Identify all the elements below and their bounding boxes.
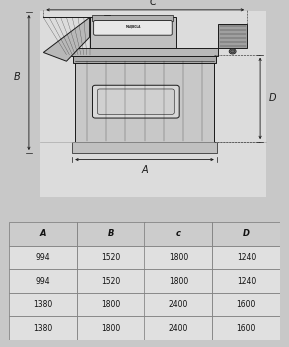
Bar xyxy=(144,222,212,246)
Text: 2400: 2400 xyxy=(169,300,188,309)
Text: D: D xyxy=(243,229,250,238)
Polygon shape xyxy=(43,17,90,61)
Text: C: C xyxy=(150,0,157,7)
Text: A: A xyxy=(39,229,46,238)
Text: 1240: 1240 xyxy=(237,277,256,286)
Bar xyxy=(77,222,144,246)
Text: 1380: 1380 xyxy=(33,300,52,309)
Bar xyxy=(212,269,280,293)
Bar xyxy=(9,293,77,316)
Bar xyxy=(144,269,212,293)
Text: 994: 994 xyxy=(35,253,50,262)
Bar xyxy=(9,316,77,340)
Circle shape xyxy=(229,49,236,54)
Bar xyxy=(212,293,280,316)
Bar xyxy=(90,17,176,48)
Bar xyxy=(77,316,144,340)
FancyBboxPatch shape xyxy=(97,89,174,114)
Bar xyxy=(77,269,144,293)
Bar xyxy=(144,316,212,340)
Bar xyxy=(72,142,217,153)
Text: 2400: 2400 xyxy=(169,324,188,333)
Text: 1520: 1520 xyxy=(101,253,120,262)
Bar xyxy=(77,293,144,316)
Bar xyxy=(144,246,212,269)
Bar xyxy=(77,246,144,269)
FancyBboxPatch shape xyxy=(94,20,172,35)
Text: 1800: 1800 xyxy=(169,253,188,262)
Text: 1600: 1600 xyxy=(237,300,256,309)
Bar xyxy=(73,54,216,64)
Bar xyxy=(92,15,173,21)
Text: B: B xyxy=(14,71,21,82)
Bar xyxy=(71,48,218,56)
Text: MAQBOLA: MAQBOLA xyxy=(125,24,141,28)
Text: 1240: 1240 xyxy=(237,253,256,262)
Bar xyxy=(212,222,280,246)
Text: B: B xyxy=(107,229,114,238)
FancyBboxPatch shape xyxy=(92,85,179,118)
Bar xyxy=(75,54,214,142)
Text: D: D xyxy=(269,93,276,103)
Text: 1520: 1520 xyxy=(101,277,120,286)
Text: 1600: 1600 xyxy=(237,324,256,333)
Text: 1800: 1800 xyxy=(169,277,188,286)
Bar xyxy=(40,11,266,197)
Text: 1800: 1800 xyxy=(101,300,120,309)
Bar xyxy=(212,316,280,340)
Text: A: A xyxy=(141,165,148,175)
Text: c: c xyxy=(176,229,181,238)
Bar xyxy=(9,222,77,246)
Text: 1380: 1380 xyxy=(33,324,52,333)
Bar xyxy=(9,246,77,269)
Bar xyxy=(218,24,247,48)
Bar xyxy=(9,269,77,293)
Bar xyxy=(212,246,280,269)
Bar xyxy=(144,293,212,316)
Circle shape xyxy=(231,50,235,53)
Text: 994: 994 xyxy=(35,277,50,286)
Text: 1800: 1800 xyxy=(101,324,120,333)
